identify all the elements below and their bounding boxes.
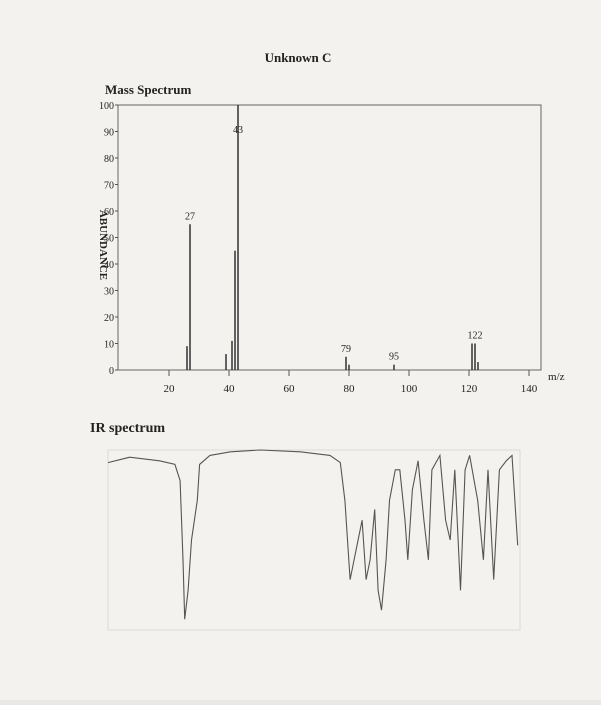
y-axis-label: ABUNDANCE <box>97 210 109 280</box>
ms-title: Mass Spectrum <box>105 82 191 97</box>
y-tick-label: 20 <box>104 313 114 324</box>
ir-trace <box>107 449 519 620</box>
peak <box>477 362 479 370</box>
x-tick-label: 20 <box>164 383 176 395</box>
peak-label: 79 <box>341 344 351 355</box>
y-tick-label: 0 <box>109 366 114 377</box>
ir-title: IR spectrum <box>90 421 165 436</box>
y-tick-label: 50 <box>104 234 114 245</box>
y-tick-label: 60 <box>104 207 114 218</box>
y-tick-label: 90 <box>104 128 114 139</box>
y-tick-label: 10 <box>104 340 114 351</box>
peak <box>471 343 473 370</box>
peak <box>231 340 233 370</box>
peak <box>225 354 227 370</box>
peak-label: 122 <box>468 331 483 342</box>
y-tick-label: 100 <box>99 101 114 112</box>
peak <box>189 224 191 370</box>
peak <box>348 364 350 370</box>
x-tick-label: 120 <box>461 383 478 395</box>
page-title: Unknown C <box>265 50 332 65</box>
peak <box>393 364 395 370</box>
y-tick-label: 80 <box>104 154 114 165</box>
peak <box>234 250 236 370</box>
peak <box>345 356 347 370</box>
x-tick-label: 60 <box>284 383 296 395</box>
peak <box>474 343 476 370</box>
x-tick-label: 100 <box>401 383 418 395</box>
y-tick-label: 30 <box>104 287 114 298</box>
x-tick-label: 80 <box>344 383 356 395</box>
x-axis-label: m/z <box>548 371 565 383</box>
peak-label: 27 <box>185 211 195 222</box>
y-tick-label: 40 <box>104 260 114 271</box>
peak <box>237 105 239 370</box>
x-tick-label: 140 <box>521 383 538 395</box>
y-tick-label: 70 <box>104 181 114 192</box>
x-tick-label: 40 <box>224 383 236 395</box>
peak-label: 95 <box>389 352 399 363</box>
peak <box>186 346 188 370</box>
ir-frame <box>107 449 521 631</box>
peak-label: 43 <box>233 125 243 136</box>
